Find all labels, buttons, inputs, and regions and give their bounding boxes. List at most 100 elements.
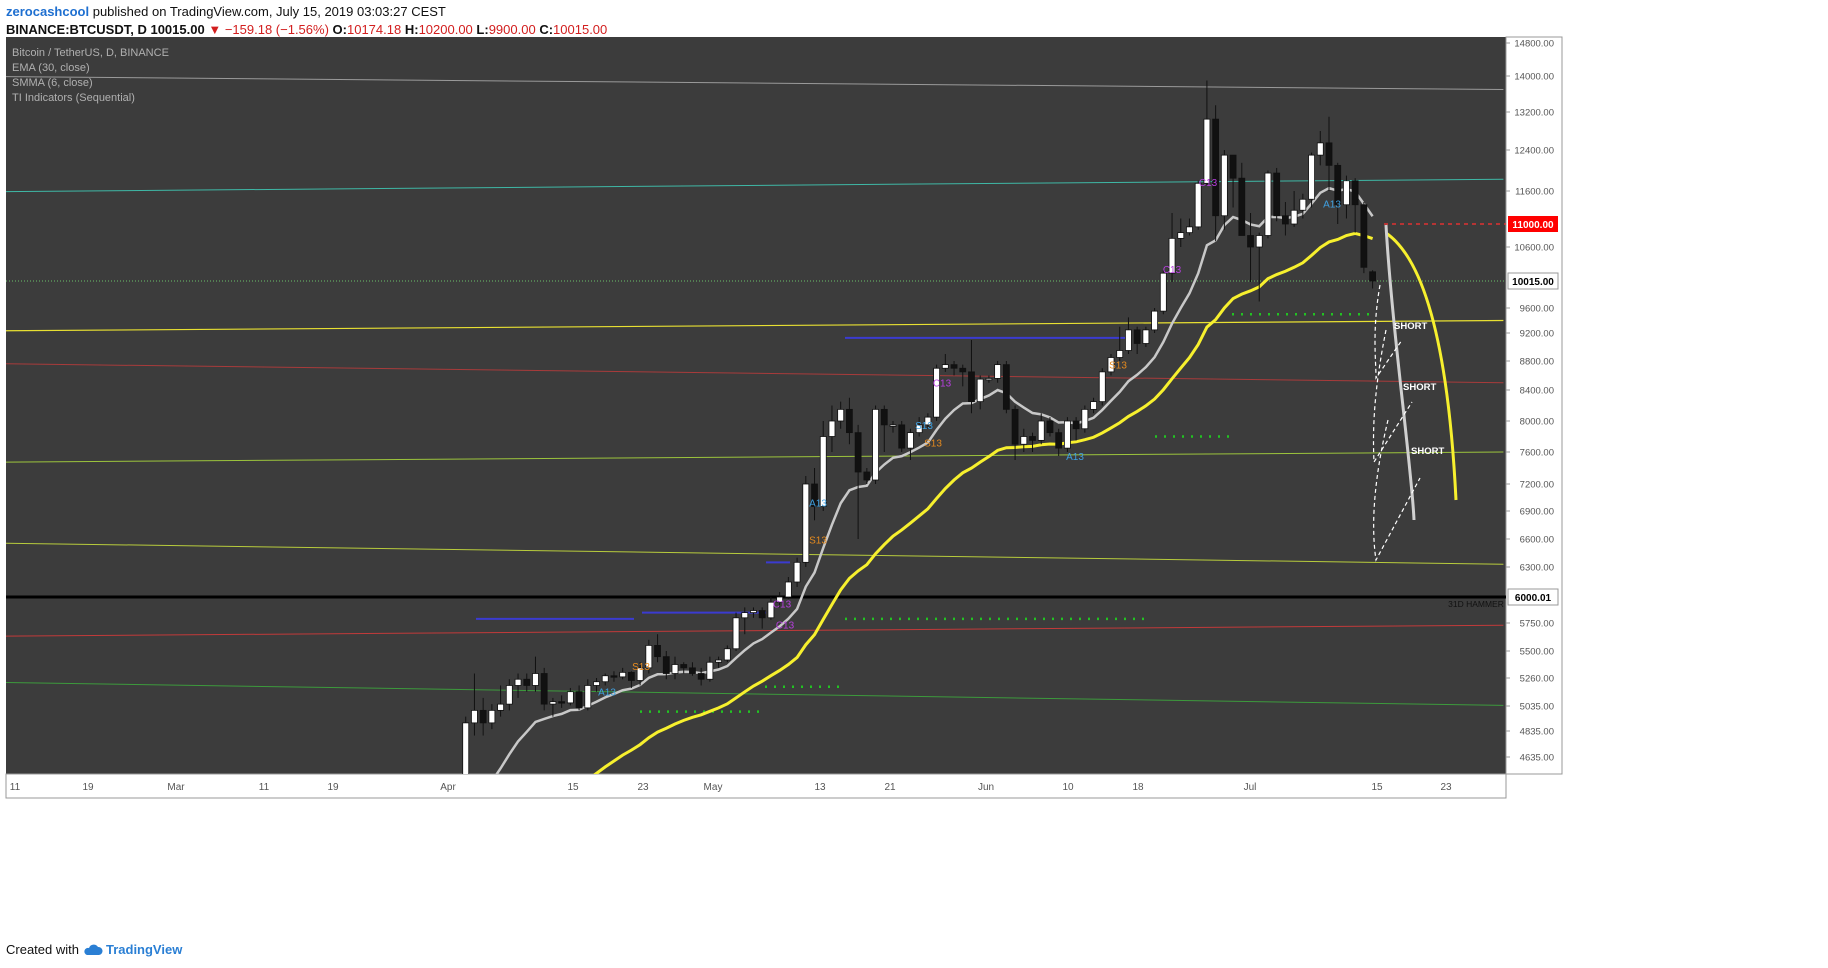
high-value: 10200.00 bbox=[418, 22, 473, 37]
x-tick-label: 23 bbox=[637, 782, 649, 793]
candle-body bbox=[776, 596, 784, 603]
candle-body bbox=[1046, 420, 1054, 434]
candle-body bbox=[1255, 235, 1263, 248]
y-tick-label: 4835.00 bbox=[1520, 727, 1554, 738]
candle-body bbox=[880, 408, 888, 426]
time-axis bbox=[5, 773, 1507, 799]
open-value: 10174.18 bbox=[346, 22, 402, 37]
x-tick-label: 13 bbox=[814, 782, 826, 793]
y-tick-label: 5035.00 bbox=[1520, 702, 1554, 713]
td-sequential-label: S13 bbox=[915, 421, 933, 432]
y-tick-label: 5750.00 bbox=[1520, 619, 1554, 630]
x-tick-label: 15 bbox=[1371, 782, 1383, 793]
plot-background bbox=[6, 37, 1506, 774]
legend-entry: EMA (30, close) bbox=[12, 62, 90, 74]
low-value: 9900.00 bbox=[488, 22, 536, 37]
candle-body bbox=[1316, 142, 1324, 156]
candle-body bbox=[488, 709, 496, 724]
td-sequential-label: A13 bbox=[809, 499, 827, 510]
footer: Created with TradingView bbox=[6, 942, 182, 957]
candle-body bbox=[976, 378, 984, 403]
bounce-path-2 bbox=[1372, 329, 1413, 464]
candle-body bbox=[959, 367, 967, 373]
hammer-note: 31D HAMMER bbox=[1448, 599, 1504, 609]
tradingview-logo[interactable]: TradingView bbox=[83, 942, 182, 957]
last-price: 10015.00 bbox=[150, 22, 205, 37]
x-tick-label: 19 bbox=[327, 782, 339, 793]
candle-body bbox=[854, 432, 862, 473]
candle-body bbox=[680, 664, 688, 669]
bounce-path-1 bbox=[1374, 284, 1403, 380]
candle-body bbox=[1351, 180, 1359, 206]
candle-body bbox=[532, 673, 539, 686]
candle-body bbox=[1177, 232, 1185, 239]
td-sequential-label: C13 bbox=[933, 378, 952, 389]
publish-date: published on TradingView.com, July 15, 2… bbox=[92, 4, 446, 19]
candle-body bbox=[1072, 420, 1080, 430]
price-label: 10015.00 bbox=[1512, 277, 1554, 288]
candle-body bbox=[584, 685, 592, 709]
price-axis bbox=[1505, 36, 1563, 775]
close-value: 10015.00 bbox=[553, 22, 608, 37]
candle-body bbox=[1264, 172, 1272, 236]
trend-line bbox=[6, 178, 1504, 193]
candle-body bbox=[1282, 215, 1289, 225]
candle-body bbox=[784, 581, 792, 598]
price-label-box bbox=[1508, 216, 1558, 232]
candle-body bbox=[1107, 357, 1115, 373]
y-tick-label: 7600.00 bbox=[1520, 448, 1554, 459]
candle-body bbox=[1238, 177, 1246, 236]
y-tick-label: 14800.00 bbox=[1514, 39, 1554, 50]
candle-body bbox=[471, 709, 478, 724]
change-value: −159.18 (−1.56%) bbox=[224, 22, 329, 37]
candle-body bbox=[758, 610, 766, 619]
candle-body bbox=[454, 817, 460, 822]
candle-body bbox=[837, 408, 845, 422]
trend-line bbox=[6, 76, 1504, 90]
plot-layer: A13 S13 A13 C13 S13 C13 S13 C13 S13 A13 C13 S13 C13 A… bbox=[6, 47, 1506, 822]
short-annotation: SHORT bbox=[1403, 382, 1436, 393]
x-tick-label: May bbox=[704, 782, 723, 793]
candle-body bbox=[968, 371, 975, 403]
candle-body bbox=[1064, 420, 1071, 449]
candle-body bbox=[645, 645, 653, 669]
candle-body bbox=[1037, 420, 1045, 441]
td-sequential-label: C13 bbox=[773, 599, 792, 610]
short-annotation: SHORT bbox=[1394, 321, 1427, 332]
candle-body bbox=[846, 408, 853, 434]
candle-body bbox=[514, 678, 522, 686]
y-tick-label: 8000.00 bbox=[1520, 417, 1554, 428]
author-link[interactable]: zerocashcool bbox=[6, 4, 90, 19]
candle-body bbox=[1247, 235, 1254, 248]
down-arrow-icon: ▼ bbox=[208, 22, 222, 37]
candle-body bbox=[706, 661, 714, 680]
candle-body bbox=[1029, 436, 1036, 441]
td-sequential-label: A13 bbox=[1066, 452, 1084, 463]
candle-body bbox=[619, 671, 627, 678]
cloud-icon bbox=[84, 944, 103, 955]
bounce-path-3 bbox=[1373, 419, 1421, 562]
candle-body bbox=[811, 483, 818, 507]
x-tick-label: 11 bbox=[259, 782, 270, 793]
candle-body bbox=[741, 612, 749, 619]
candle-body bbox=[1220, 154, 1228, 217]
candle-body bbox=[523, 678, 531, 686]
candle-body bbox=[802, 483, 810, 563]
td-sequential-label: S13 bbox=[1109, 360, 1127, 371]
candle-body bbox=[1299, 198, 1307, 211]
candle-body bbox=[1125, 329, 1132, 351]
x-tick-label: 15 bbox=[567, 782, 579, 793]
candle-body bbox=[715, 659, 722, 663]
y-tick-label: 9600.00 bbox=[1520, 304, 1554, 315]
candle-body bbox=[1194, 182, 1202, 228]
price-label: 6000.01 bbox=[1515, 593, 1552, 604]
candle-body bbox=[1142, 329, 1150, 344]
candle-body bbox=[1159, 272, 1167, 312]
x-tick-label: Apr bbox=[440, 782, 456, 793]
trend-line bbox=[6, 624, 1504, 637]
candle-body bbox=[1229, 154, 1237, 179]
forecast-grey-curve bbox=[1384, 224, 1416, 521]
candle-body bbox=[689, 667, 696, 674]
symbol-label: BINANCE:BTCUSDT, D bbox=[6, 22, 147, 37]
